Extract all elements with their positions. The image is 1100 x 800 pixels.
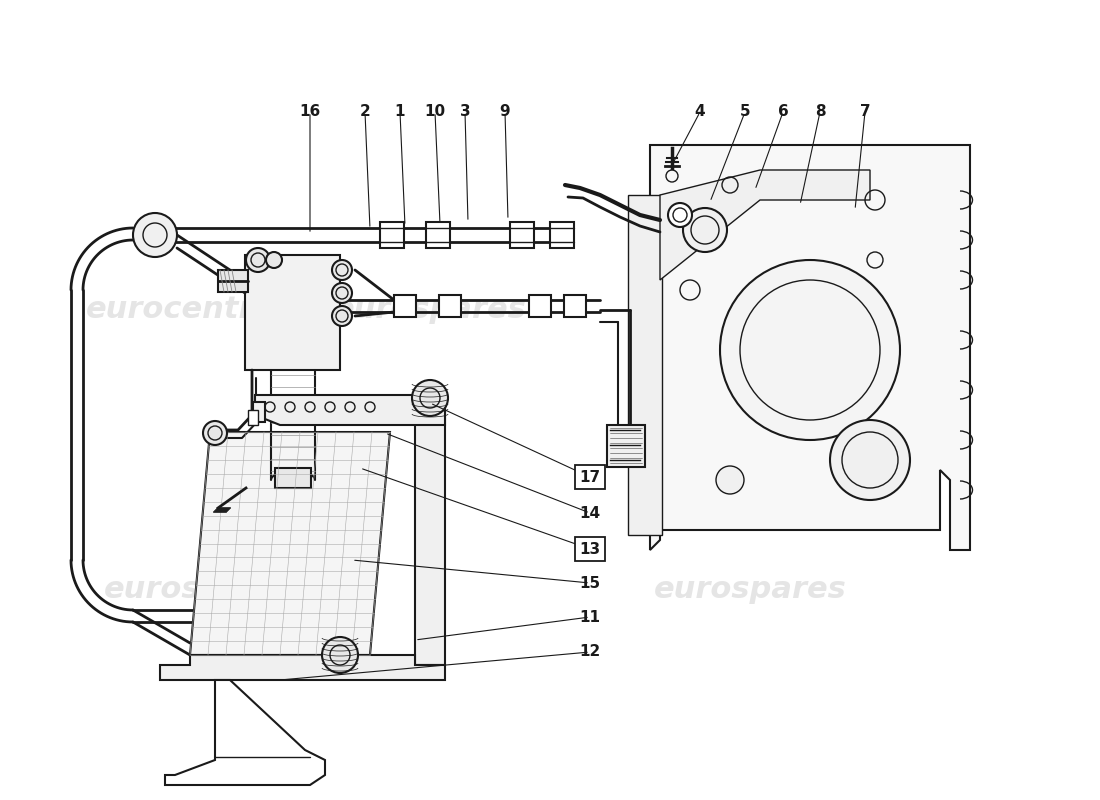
Bar: [253, 402, 265, 422]
Bar: [564, 295, 586, 317]
Text: 4: 4: [695, 105, 705, 119]
Polygon shape: [650, 145, 970, 550]
Polygon shape: [660, 170, 870, 280]
Polygon shape: [165, 680, 324, 785]
Bar: [607, 425, 645, 467]
Circle shape: [716, 466, 744, 494]
Bar: [218, 270, 248, 292]
Circle shape: [322, 637, 358, 673]
Circle shape: [412, 380, 448, 416]
Polygon shape: [628, 195, 662, 535]
Text: 1: 1: [395, 105, 405, 119]
Bar: [510, 222, 534, 248]
Text: 15: 15: [580, 575, 601, 590]
Text: eurospares: eurospares: [103, 575, 296, 605]
Text: eurospares: eurospares: [333, 295, 527, 325]
Bar: [529, 295, 551, 317]
Text: 2: 2: [360, 105, 371, 119]
Circle shape: [266, 252, 282, 268]
Text: 9: 9: [499, 105, 510, 119]
Circle shape: [133, 213, 177, 257]
Circle shape: [332, 260, 352, 280]
Text: 16: 16: [299, 105, 320, 119]
Circle shape: [683, 208, 727, 252]
Circle shape: [204, 421, 227, 445]
Text: eurospares: eurospares: [653, 575, 846, 605]
Polygon shape: [255, 395, 446, 425]
Polygon shape: [190, 432, 390, 655]
Polygon shape: [160, 655, 446, 680]
Bar: [379, 222, 404, 248]
Circle shape: [332, 283, 352, 303]
Text: eurocentres: eurocentres: [87, 295, 294, 325]
Text: 17: 17: [580, 470, 601, 485]
Text: 7: 7: [860, 105, 870, 119]
Text: 5: 5: [739, 105, 750, 119]
Bar: [426, 222, 450, 248]
Bar: [248, 410, 258, 425]
Text: 11: 11: [580, 610, 601, 625]
Circle shape: [720, 260, 900, 440]
Text: 8: 8: [815, 105, 825, 119]
Text: 14: 14: [580, 506, 601, 521]
Circle shape: [332, 306, 352, 326]
Text: 6: 6: [778, 105, 789, 119]
Bar: [439, 295, 461, 317]
Bar: [394, 295, 416, 317]
Bar: [275, 468, 311, 488]
Polygon shape: [415, 390, 446, 665]
Circle shape: [668, 203, 692, 227]
Text: 12: 12: [580, 645, 601, 659]
Polygon shape: [245, 255, 340, 370]
Text: 13: 13: [580, 542, 601, 557]
Circle shape: [830, 420, 910, 500]
Text: 3: 3: [460, 105, 471, 119]
Text: 10: 10: [425, 105, 446, 119]
Bar: [550, 222, 574, 248]
Circle shape: [246, 248, 270, 272]
